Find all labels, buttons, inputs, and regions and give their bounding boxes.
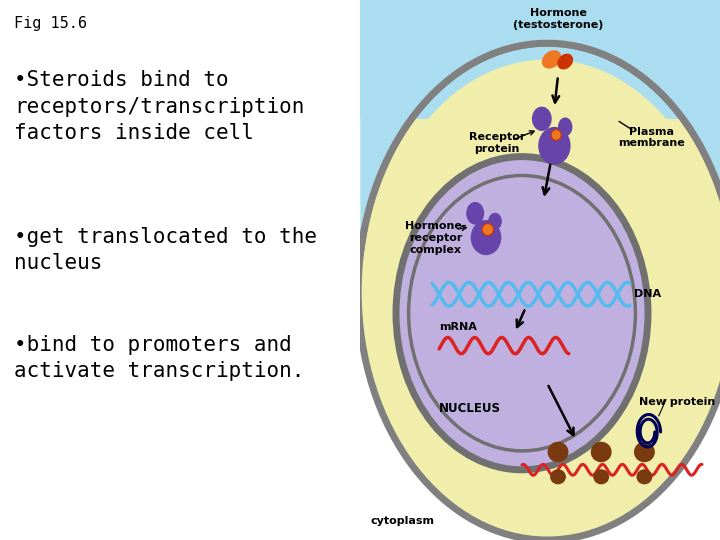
Ellipse shape (558, 118, 572, 137)
Polygon shape (360, 0, 720, 254)
Text: Plasma
membrane: Plasma membrane (618, 127, 685, 148)
Text: •get translocated to the
nucleus: •get translocated to the nucleus (14, 227, 318, 273)
Text: New protein: New protein (639, 397, 715, 407)
Ellipse shape (590, 442, 612, 462)
Ellipse shape (409, 176, 636, 451)
Text: •Steroids bind to
receptors/transcription
factors inside cell: •Steroids bind to receptors/transcriptio… (14, 70, 305, 143)
Ellipse shape (593, 469, 609, 484)
Ellipse shape (636, 469, 652, 484)
Text: mRNA: mRNA (439, 322, 477, 332)
Bar (360, 0, 720, 119)
Ellipse shape (482, 224, 494, 235)
Ellipse shape (542, 50, 561, 69)
Text: cytoplasm: cytoplasm (371, 516, 435, 526)
Ellipse shape (532, 107, 552, 131)
Ellipse shape (396, 157, 648, 470)
Ellipse shape (369, 59, 720, 524)
Ellipse shape (547, 442, 569, 462)
Ellipse shape (552, 130, 562, 140)
Text: DNA: DNA (634, 289, 661, 299)
Ellipse shape (550, 469, 566, 484)
Ellipse shape (467, 202, 484, 225)
Ellipse shape (359, 43, 720, 540)
Text: Receptor
protein: Receptor protein (469, 132, 525, 154)
Text: NUCLEUS: NUCLEUS (439, 402, 501, 415)
Text: Hormone-
receptor
complex: Hormone- receptor complex (405, 221, 467, 254)
Text: Hormone
(testosterone): Hormone (testosterone) (513, 8, 603, 30)
Ellipse shape (471, 220, 501, 255)
Ellipse shape (488, 213, 502, 230)
Bar (360, 0, 720, 119)
Text: Fig 15.6: Fig 15.6 (14, 16, 87, 31)
Ellipse shape (634, 442, 655, 462)
Text: •bind to promoters and
activate transcription.: •bind to promoters and activate transcri… (14, 335, 305, 381)
Ellipse shape (557, 53, 573, 70)
Ellipse shape (538, 127, 571, 165)
